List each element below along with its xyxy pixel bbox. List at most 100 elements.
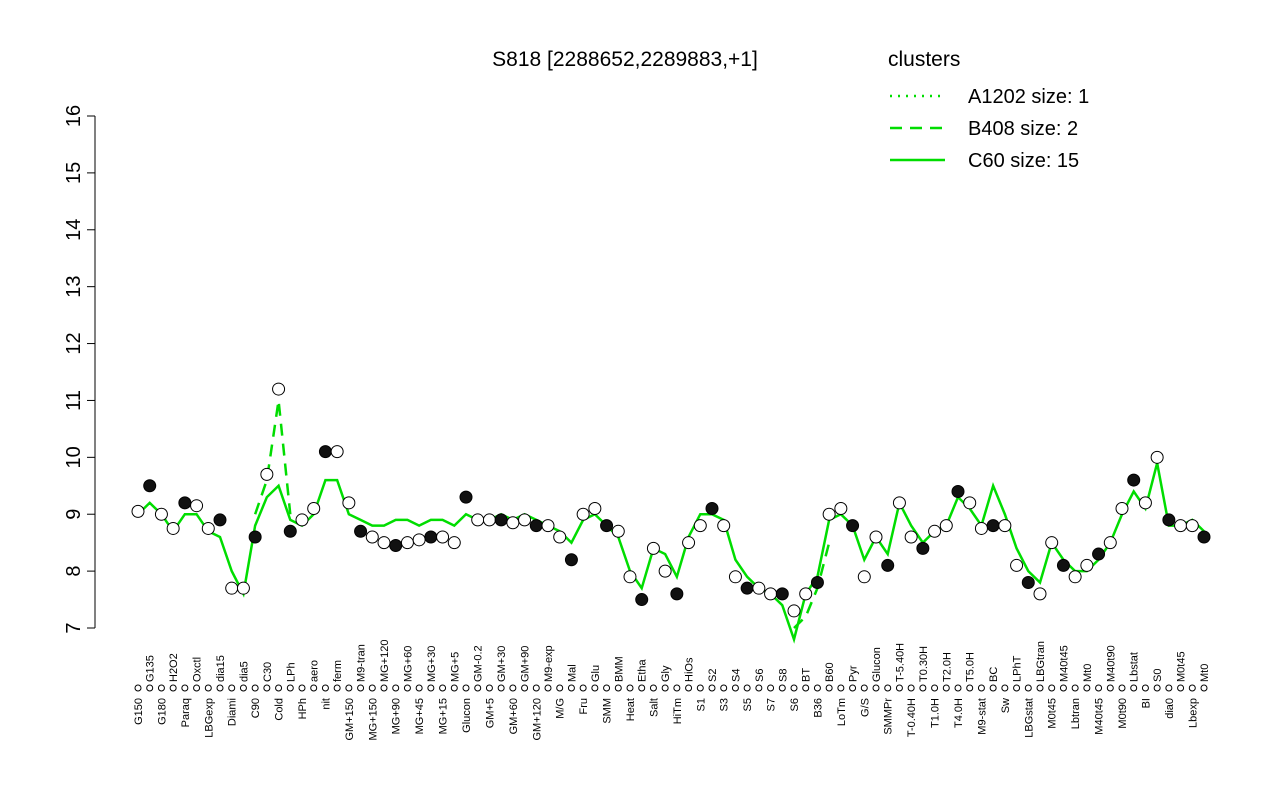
x-tick-label: M/G (555, 698, 567, 719)
legend-label: A1202 size: 1 (968, 86, 1089, 108)
x-tick-label: Fru (578, 698, 590, 715)
point (1197, 530, 1211, 544)
y-tick-label: 7 (63, 622, 85, 633)
point (1115, 502, 1129, 516)
rug (556, 684, 564, 692)
rug (509, 684, 517, 692)
chart-title: S818 [2288652,2289883,+1] (492, 48, 758, 71)
rug (895, 684, 903, 692)
x-tick-label: Mal (566, 664, 578, 682)
x-tick-label: Diami (227, 698, 239, 726)
x-tick-label: GM+60 (508, 698, 520, 734)
y-tick-label: 14 (63, 219, 85, 241)
x-tick-label: BI (1140, 698, 1152, 708)
y-tick-label: 10 (63, 446, 85, 468)
rug (1200, 684, 1208, 692)
point (1080, 558, 1094, 572)
point (354, 524, 368, 538)
rug (708, 684, 716, 692)
point (471, 513, 485, 527)
x-tick-label: M40t90 (1105, 645, 1117, 682)
legend-label: B408 size: 2 (968, 118, 1078, 140)
rug (778, 684, 786, 692)
x-tick-label: G180 (156, 698, 168, 725)
x-tick-label: S7 (766, 698, 778, 711)
point (1068, 570, 1082, 584)
rug (591, 684, 599, 692)
point (154, 507, 168, 521)
point (494, 513, 508, 527)
x-tick-label: G135 (145, 655, 157, 682)
rug (368, 684, 376, 692)
x-tick-label: MG+30 (426, 646, 438, 682)
rug (626, 684, 634, 692)
x-tick-label: M9-exp (543, 645, 555, 682)
rug (1165, 684, 1173, 692)
x-tick-label: T4.0H (953, 698, 965, 728)
point (553, 530, 567, 544)
point (1021, 575, 1035, 589)
x-tick-label: M40t45 (1058, 645, 1070, 682)
point (658, 564, 672, 578)
point (436, 530, 450, 544)
point (248, 530, 262, 544)
point (752, 581, 766, 595)
point (728, 570, 742, 584)
rug (485, 684, 493, 692)
point (623, 570, 637, 584)
rug (942, 684, 950, 692)
rug (579, 684, 587, 692)
rug (1083, 684, 1091, 692)
x-tick-label: T5.0H (965, 652, 977, 682)
rug (884, 684, 892, 692)
x-tick-label: S6 (789, 698, 801, 711)
point (506, 516, 520, 530)
point (904, 530, 918, 544)
rug (1130, 684, 1138, 692)
point (928, 524, 942, 538)
point (951, 484, 965, 498)
point (1150, 450, 1164, 464)
rug (415, 684, 423, 692)
point (459, 490, 473, 504)
point (1056, 558, 1070, 572)
point (939, 519, 953, 533)
y-tick-label: 8 (63, 566, 85, 577)
x-tick-label: S8 (777, 669, 789, 682)
rug (216, 684, 224, 692)
x-tick-label: M40t45 (1094, 698, 1106, 735)
x-tick-label: MG+120 (379, 640, 391, 683)
rug (497, 684, 505, 692)
point (600, 519, 614, 533)
point (307, 502, 321, 516)
rug (1118, 684, 1126, 692)
x-tick-label: MG+150 (367, 698, 379, 741)
point (834, 502, 848, 516)
point (283, 524, 297, 538)
rug (1095, 684, 1103, 692)
rug (966, 684, 974, 692)
x-tick-label: S0 (1152, 669, 1164, 682)
rug (134, 684, 142, 692)
x-tick-label: Oxctl (192, 657, 204, 682)
rug (989, 684, 997, 692)
rug (1071, 684, 1079, 692)
point (717, 519, 731, 533)
x-tick-label: GM+30 (496, 646, 508, 682)
rug (392, 684, 400, 692)
x-tick-label: H2O2 (168, 653, 180, 682)
rug (474, 684, 482, 692)
x-tick-label: Lbstat (1129, 652, 1141, 682)
rug (907, 684, 915, 692)
rug (977, 684, 985, 692)
point (693, 519, 707, 533)
x-tick-label: SMMPr (883, 698, 895, 735)
x-tick-label: C30 (262, 662, 274, 682)
point (1045, 536, 1059, 550)
rug (345, 684, 353, 692)
point (1162, 513, 1176, 527)
x-tick-label: ferm (332, 660, 344, 682)
point (482, 513, 496, 527)
point (1092, 547, 1106, 561)
x-tick-label: T-5.40H (894, 643, 906, 682)
